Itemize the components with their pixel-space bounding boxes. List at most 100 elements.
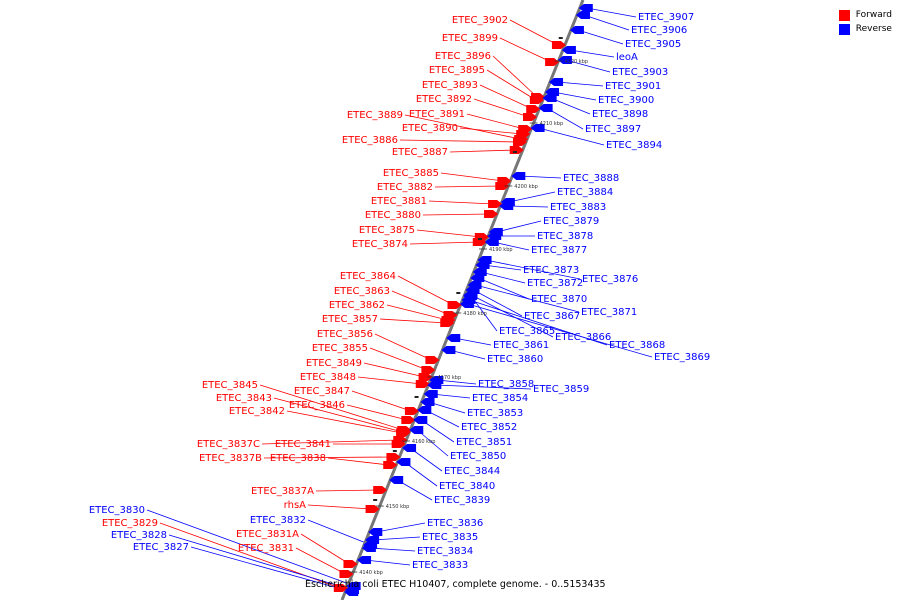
- gene-etec_3838[interactable]: [383, 461, 398, 469]
- gene-label-etec_3831a[interactable]: ETEC_3831A: [236, 529, 299, 540]
- gene-label-etec_3852[interactable]: ETEC_3852: [461, 422, 517, 433]
- gene-label-rhsa[interactable]: rhsA: [284, 500, 306, 511]
- gene-etec_3882[interactable]: [495, 182, 510, 190]
- gene-label-etec_3843[interactable]: ETEC_3843: [216, 393, 272, 404]
- gene-label-etec_3867[interactable]: ETEC_3867: [524, 311, 580, 322]
- gene-label-etec_3872[interactable]: ETEC_3872: [527, 278, 583, 289]
- gene-label-etec_3853[interactable]: ETEC_3853: [467, 408, 523, 419]
- gene-label-etec_3850[interactable]: ETEC_3850: [450, 451, 506, 462]
- gene-label-etec_3861[interactable]: ETEC_3861: [493, 340, 549, 351]
- gene-label-etec_3834[interactable]: ETEC_3834: [417, 546, 473, 557]
- gene-etec_3874[interactable]: [472, 238, 487, 246]
- gene-label-etec_3828[interactable]: ETEC_3828: [111, 530, 167, 541]
- gene-etec_3831a[interactable]: [343, 560, 358, 568]
- gene-etec_3851[interactable]: [413, 416, 428, 424]
- gene-etec_3840[interactable]: [396, 458, 411, 466]
- gene-label-etec_3903[interactable]: ETEC_3903: [612, 67, 668, 78]
- gene-label-etec_3841[interactable]: ETEC_3841: [275, 439, 331, 450]
- gene-label-etec_3827[interactable]: ETEC_3827: [133, 542, 189, 553]
- gene-label-etec_3900[interactable]: ETEC_3900: [598, 95, 654, 106]
- gene-label-etec_3842[interactable]: ETEC_3842: [229, 406, 285, 417]
- gene-label-etec_3876[interactable]: ETEC_3876: [582, 274, 638, 285]
- gene-label-etec_3889[interactable]: ETEC_3889: [347, 110, 403, 121]
- gene-label-etec_3878[interactable]: ETEC_3878: [537, 231, 593, 242]
- gene-label-etec_3862[interactable]: ETEC_3862: [329, 300, 385, 311]
- gene-etec_3847[interactable]: [404, 407, 419, 415]
- gene-etec_3902[interactable]: [551, 41, 566, 49]
- gene-label-etec_3899[interactable]: ETEC_3899: [442, 33, 498, 44]
- gene-etec_3827[interactable]: [344, 588, 359, 596]
- gene-label-etec_3844[interactable]: ETEC_3844: [444, 466, 500, 477]
- gene-label-etec_3858[interactable]: ETEC_3858: [478, 379, 534, 390]
- gene-etec_3857[interactable]: [440, 319, 455, 327]
- gene-etec_3888[interactable]: [511, 172, 526, 180]
- gene-label-etec_3829[interactable]: ETEC_3829: [102, 518, 158, 529]
- gene-label-etec_3901[interactable]: ETEC_3901: [605, 81, 661, 92]
- gene-etec_3883[interactable]: [499, 202, 514, 210]
- gene-label-etec_3874[interactable]: ETEC_3874: [352, 239, 408, 250]
- gene-etec_3895[interactable]: [529, 96, 544, 104]
- gene-label-etec_3879[interactable]: ETEC_3879: [543, 216, 599, 227]
- gene-label-etec_3886[interactable]: ETEC_3886: [342, 135, 398, 146]
- gene-etec_3894[interactable]: [530, 124, 545, 132]
- gene-label-etec_3831[interactable]: ETEC_3831: [238, 543, 294, 554]
- gene-label-etec_3877[interactable]: ETEC_3877: [531, 245, 587, 256]
- gene-etec_3869[interactable]: [459, 300, 474, 308]
- gene-label-etec_3855[interactable]: ETEC_3855: [312, 343, 368, 354]
- gene-etec_3873[interactable]: [475, 261, 490, 269]
- gene-label-etec_3833[interactable]: ETEC_3833: [412, 560, 468, 571]
- gene-etec_3901[interactable]: [549, 78, 564, 86]
- gene-label-etec_3887[interactable]: ETEC_3887: [392, 147, 448, 158]
- gene-label-leoa[interactable]: leoA: [616, 52, 638, 63]
- gene-label-etec_3897[interactable]: ETEC_3897: [585, 124, 641, 135]
- gene-etec_3837b[interactable]: [386, 453, 401, 461]
- gene-rhsa[interactable]: [365, 505, 380, 513]
- gene-etec_3836[interactable]: [368, 528, 383, 536]
- gene-label-etec_3837a[interactable]: ETEC_3837A: [251, 486, 314, 497]
- gene-label-etec_3892[interactable]: ETEC_3892: [416, 94, 472, 105]
- gene-label-etec_3857[interactable]: ETEC_3857: [322, 314, 378, 325]
- gene-label-etec_3902[interactable]: ETEC_3902: [452, 15, 508, 26]
- gene-label-etec_3837b[interactable]: ETEC_3837B: [199, 453, 262, 464]
- gene-etec_3854[interactable]: [423, 390, 438, 398]
- gene-leoa[interactable]: [561, 46, 576, 54]
- gene-label-etec_3873[interactable]: ETEC_3873: [523, 265, 579, 276]
- gene-label-etec_3839[interactable]: ETEC_3839: [434, 495, 490, 506]
- gene-label-etec_3869[interactable]: ETEC_3869: [654, 352, 710, 363]
- gene-etec_3892[interactable]: [523, 113, 538, 121]
- gene-label-etec_3865[interactable]: ETEC_3865: [499, 326, 555, 337]
- gene-etec_3859[interactable]: [427, 381, 442, 389]
- gene-label-etec_3864[interactable]: ETEC_3864: [340, 271, 396, 282]
- gene-label-etec_3905[interactable]: ETEC_3905: [625, 39, 681, 50]
- gene-etec_3877[interactable]: [484, 238, 499, 246]
- gene-label-etec_3871[interactable]: ETEC_3871: [581, 307, 637, 318]
- gene-label-etec_3860[interactable]: ETEC_3860: [487, 354, 543, 365]
- gene-label-etec_3898[interactable]: ETEC_3898: [592, 109, 648, 120]
- gene-label-etec_3854[interactable]: ETEC_3854: [472, 393, 528, 404]
- gene-label-etec_3894[interactable]: ETEC_3894: [606, 140, 662, 151]
- gene-etec_3841[interactable]: [391, 440, 406, 448]
- gene-label-etec_3847[interactable]: ETEC_3847: [294, 386, 350, 397]
- gene-etec_3860[interactable]: [441, 346, 456, 354]
- gene-label-etec_3891[interactable]: ETEC_3891: [409, 109, 465, 120]
- gene-etec_3842[interactable]: [396, 429, 411, 437]
- gene-label-etec_3846[interactable]: ETEC_3846: [289, 400, 345, 411]
- gene-label-etec_3870[interactable]: ETEC_3870: [531, 294, 587, 305]
- gene-label-etec_3836[interactable]: ETEC_3836: [427, 518, 483, 529]
- gene-etec_3886[interactable]: [512, 138, 527, 146]
- gene-etec_3832[interactable]: [363, 541, 378, 549]
- gene-label-etec_3838[interactable]: ETEC_3838: [270, 453, 326, 464]
- gene-etec_3844[interactable]: [402, 444, 417, 452]
- gene-etec_3833[interactable]: [357, 556, 372, 564]
- gene-label-etec_3863[interactable]: ETEC_3863: [334, 286, 390, 297]
- gene-etec_3893[interactable]: [526, 105, 541, 113]
- gene-label-etec_3837c[interactable]: ETEC_3837C: [197, 439, 260, 450]
- legend-forward[interactable]: Forward: [838, 8, 892, 22]
- gene-etec_3852[interactable]: [417, 406, 432, 414]
- gene-label-etec_3840[interactable]: ETEC_3840: [439, 481, 495, 492]
- gene-etec_3870[interactable]: [470, 274, 485, 282]
- gene-label-etec_3856[interactable]: ETEC_3856: [317, 329, 373, 340]
- gene-label-etec_3848[interactable]: ETEC_3848: [300, 372, 356, 383]
- gene-label-etec_3866[interactable]: ETEC_3866: [555, 332, 611, 343]
- gene-etec_3899[interactable]: [545, 58, 560, 66]
